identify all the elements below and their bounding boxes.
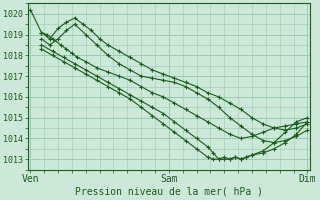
X-axis label: Pression niveau de la mer( hPa ): Pression niveau de la mer( hPa ): [75, 187, 263, 197]
